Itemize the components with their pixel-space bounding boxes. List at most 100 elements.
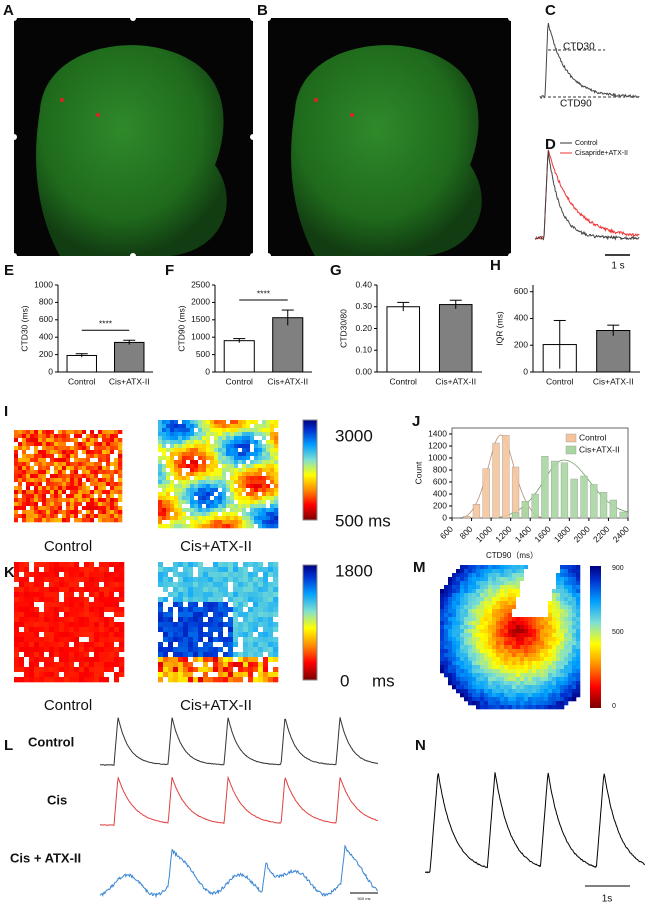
heatmap-cell — [253, 582, 259, 588]
heatmap-cell — [250, 440, 255, 445]
heatmap-cell — [50, 470, 55, 475]
heatmap-cell — [222, 432, 227, 437]
heatmap-cell — [536, 633, 541, 638]
heatmap-cell — [163, 627, 169, 633]
heatmap-cell — [118, 450, 123, 455]
heatmap-cell — [193, 657, 199, 663]
heatmap-cell — [69, 592, 75, 598]
heatmap-cell — [89, 667, 95, 673]
heatmap-cell — [468, 657, 473, 662]
heatmap-cell — [98, 510, 103, 515]
heatmap-cell — [500, 573, 505, 578]
heatmap-cell — [34, 442, 39, 447]
heatmap-cell — [163, 672, 169, 678]
heatmap-cell — [238, 500, 243, 505]
heatmap-cell — [516, 569, 521, 574]
heatmap-cell — [106, 438, 111, 443]
heatmap-cell — [70, 434, 75, 439]
heatmap-cell — [572, 633, 577, 638]
heatmap-cell — [54, 662, 60, 668]
heatmap-cell — [214, 444, 219, 449]
heatmap-cell — [273, 587, 279, 593]
heatmap-cell — [452, 637, 457, 642]
heatmap-cell — [218, 597, 224, 603]
heatmap-cell — [213, 637, 219, 643]
heatmap-cell — [234, 500, 239, 505]
heatmap-cell — [488, 677, 493, 682]
heatmap-cell — [50, 510, 55, 515]
heatmap-cell — [456, 689, 461, 694]
heatmap-cell — [556, 577, 561, 582]
heatmap-cell — [186, 520, 191, 525]
heatmap-cell — [198, 587, 204, 593]
heatmap-cell — [198, 627, 204, 633]
heatmap-cell — [500, 605, 505, 610]
heatmap-cell — [460, 625, 465, 630]
heatmap-cell — [74, 506, 79, 511]
heatmap-cell — [273, 652, 279, 658]
heatmap-cell — [228, 607, 234, 613]
heatmap-cell — [174, 460, 179, 465]
heatmap-cell — [26, 486, 31, 491]
heatmap-cell — [234, 492, 239, 497]
heatmap-cell — [568, 645, 573, 650]
heatmap-cell — [544, 641, 549, 646]
heatmap-cell — [246, 452, 251, 457]
heatmap-cell — [114, 647, 120, 653]
heatmap-cell — [500, 601, 505, 606]
heatmap-cell — [274, 512, 279, 517]
heatmap-cell — [49, 652, 55, 658]
heatmap-cell — [444, 661, 449, 666]
heatmap-cell — [568, 593, 573, 598]
heatmap-cell — [44, 637, 50, 643]
heatmap-cell — [536, 629, 541, 634]
heatmap-cell — [188, 572, 194, 578]
heatmap-cell — [512, 653, 517, 658]
heatmap-cell — [44, 657, 50, 663]
heatmap — [14, 430, 123, 523]
heatmap-cell — [64, 572, 70, 578]
heatmap-cell — [18, 514, 23, 519]
heatmap-cell — [273, 637, 279, 643]
heatmap-cell — [110, 450, 115, 455]
heatmap-cell — [548, 629, 553, 634]
heatmap-cell — [520, 705, 525, 710]
heatmap-cell — [524, 613, 529, 618]
heatmap-cell — [448, 637, 453, 642]
heatmap-cell — [238, 448, 243, 453]
heatmap-cell — [258, 516, 263, 521]
heatmap-cell — [82, 470, 87, 475]
heatmap-cell — [274, 504, 279, 509]
heatmap-cell — [29, 572, 35, 578]
heatmap-cell — [243, 592, 249, 598]
heatmap-cell — [82, 506, 87, 511]
y-tick-label: 500 — [196, 349, 210, 359]
heatmap-cell — [82, 474, 87, 479]
heatmap-cell — [162, 472, 167, 477]
heatmap-cell — [86, 510, 91, 515]
heatmap-cell — [34, 474, 39, 479]
heatmap-cell — [440, 605, 445, 610]
heatmap-cell — [233, 602, 239, 608]
heatmap-cell — [496, 565, 501, 570]
heatmap-cell — [44, 602, 50, 608]
heatmap-cell — [14, 502, 19, 507]
heatmap-cell — [504, 701, 509, 706]
heatmap-cell — [456, 641, 461, 646]
heatmap-cell — [248, 642, 254, 648]
heatmap-cell — [258, 444, 263, 449]
heatmap-cell — [572, 605, 577, 610]
heatmap-cell — [444, 657, 449, 662]
heatmap-cell — [440, 601, 445, 606]
heatmap-cell — [572, 609, 577, 614]
heatmap-cell — [440, 613, 445, 618]
heatmap-cell — [109, 647, 115, 653]
heatmap-cell — [572, 593, 577, 598]
heatmap-cell — [253, 677, 259, 683]
heatmap-cell — [472, 697, 477, 702]
heatmap-cell — [238, 472, 243, 477]
heatmap-cell — [516, 597, 521, 602]
heatmap-cell — [69, 652, 75, 658]
heatmap-cell — [452, 641, 457, 646]
heatmap-cell — [444, 633, 449, 638]
